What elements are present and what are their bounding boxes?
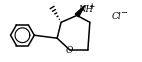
Text: O: O (65, 46, 73, 55)
Text: +: + (88, 2, 94, 11)
Text: Cl: Cl (112, 12, 121, 21)
Text: NH: NH (78, 5, 93, 14)
Polygon shape (75, 6, 85, 17)
Text: −: − (121, 8, 128, 17)
